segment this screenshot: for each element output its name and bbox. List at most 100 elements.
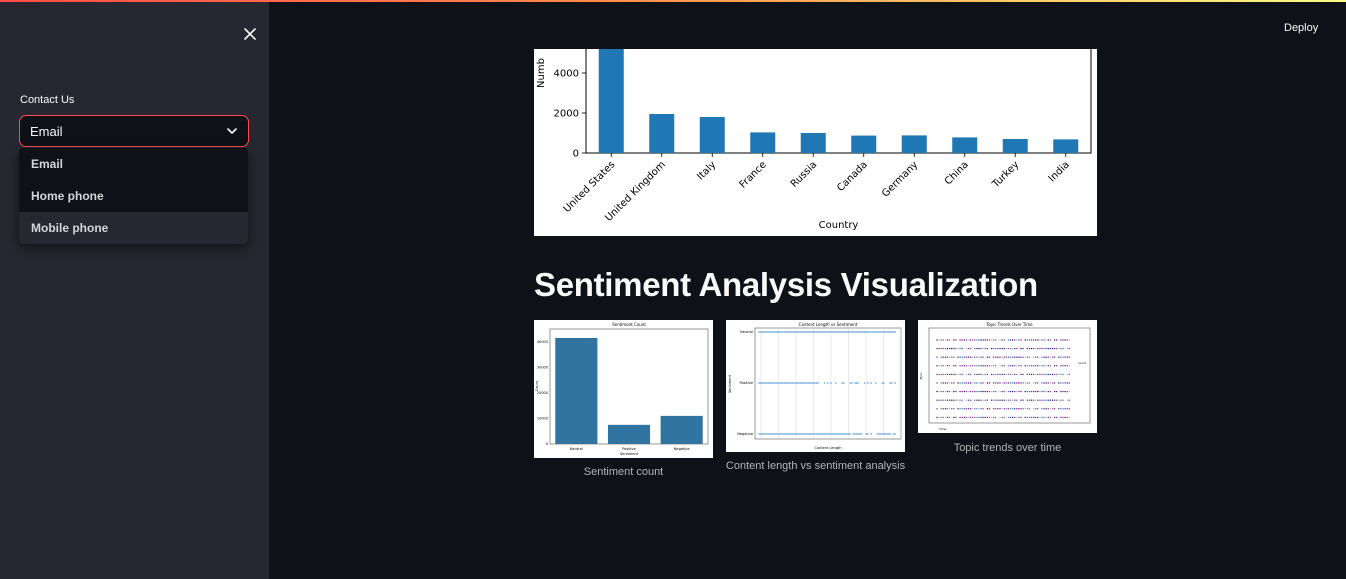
scatter-point [815,433,818,435]
scatter-point [769,433,772,435]
scatter-point [860,331,863,333]
scatter-point [948,382,951,384]
scatter-point [986,390,989,393]
scatter-point [842,433,845,435]
y-axis-label: Count [535,380,539,391]
scatter-point [961,382,963,384]
scatter-point [854,331,856,333]
scatter-point [1014,365,1016,367]
scatter-point [942,408,944,410]
scatter-point [974,365,976,367]
scatter-point [999,373,1001,376]
scatter-point [953,356,955,358]
scatter-point [1001,416,1003,419]
content-length-chart[interactable]: Content Length vs Sentiment Neutral Positi… [726,320,905,452]
sentiment-count-chart[interactable]: Sentiment Count Neutral Positive Negative 0 1… [534,320,713,458]
scatter-point [772,433,775,435]
scatter-point [944,339,947,341]
scatter-point [1035,399,1037,401]
scatter-point [830,382,832,384]
scatter-point [814,433,816,435]
deploy-button[interactable]: Deploy [1284,22,1319,34]
scatter-point [978,399,980,401]
scatter-point [955,416,957,419]
scatter-point [1009,408,1012,410]
scatter-point [980,339,982,341]
scatter-point [959,365,961,367]
scatter-point [942,373,944,376]
contact-select-value: Email [30,123,63,139]
scatter-point [870,433,872,435]
scatter-point [780,433,783,435]
contact-select[interactable]: Email [19,115,249,147]
x-tick-label: Positive [622,447,636,451]
scatter-point [793,331,796,333]
scatter-point [1009,373,1012,376]
scatter-point [770,382,773,384]
scatter-point [984,390,986,393]
topic-trends-chart[interactable]: Topic Trends Over Time count Time Topic [918,320,1097,433]
scatter-point [940,399,942,401]
scatter-point [1053,356,1056,358]
scatter-point [948,347,951,350]
dropdown-option-home-phone[interactable]: Home phone [31,189,104,203]
x-axis-label: Time [938,427,946,431]
scatter-point [1014,390,1016,393]
scatter-point [965,373,968,376]
scatter-point [1037,373,1039,376]
scatter-point [1049,356,1052,358]
scatter-point [788,433,791,435]
scatter-point [982,347,984,350]
scatter-point [974,356,976,358]
scatter-point [944,382,947,384]
scatter-point [967,347,970,350]
scatter-point [961,356,963,358]
scatter-point [778,433,781,435]
scatter-point [1007,416,1010,419]
scatter-point [1056,390,1058,393]
scatter-point [1060,373,1062,376]
scatter-point [1007,390,1010,393]
dropdown-option-mobile-phone[interactable]: Mobile phone [19,212,248,244]
scatter-point [969,416,972,419]
scatter-point [1058,399,1060,401]
scatter-point [940,339,942,341]
bar-canada [851,135,877,153]
scatter-point [823,433,826,435]
y-tick-label: Neutral [740,330,753,334]
scatter-point [1043,408,1045,410]
scatter-point [886,433,888,435]
scatter-point [946,339,949,341]
scatter-point [1056,347,1058,350]
scatter-point [955,339,957,341]
scatter-point [965,339,968,341]
scatter-point [995,399,997,401]
scatter-point [1060,416,1062,419]
scatter-point [972,365,974,367]
scatter-point [948,356,951,358]
scatter-point [1039,416,1041,419]
scatter-point [972,416,974,419]
dropdown-option-email[interactable]: Email [31,157,64,171]
scatter-point [1060,339,1062,341]
scatter-point [1041,399,1043,401]
scatter-point [990,347,993,350]
close-sidebar-button[interactable] [240,24,260,44]
scatter-point [857,433,860,435]
scatter-point [978,382,980,384]
scatter-point [889,331,892,333]
scatter-point [1053,399,1056,401]
scatter-point [936,416,938,419]
scatter-point [790,433,792,435]
scatter-point [849,433,852,435]
scatter-point [788,382,791,384]
scatter-point [1030,365,1033,367]
scatter-point [995,408,997,410]
scatter-point [1028,347,1031,350]
scatter-point [1037,399,1039,401]
scatter-point [884,433,887,435]
scatter-point [988,408,991,410]
scatter-point [766,331,768,333]
scatter-point [865,433,868,435]
scatter-point [782,382,784,384]
